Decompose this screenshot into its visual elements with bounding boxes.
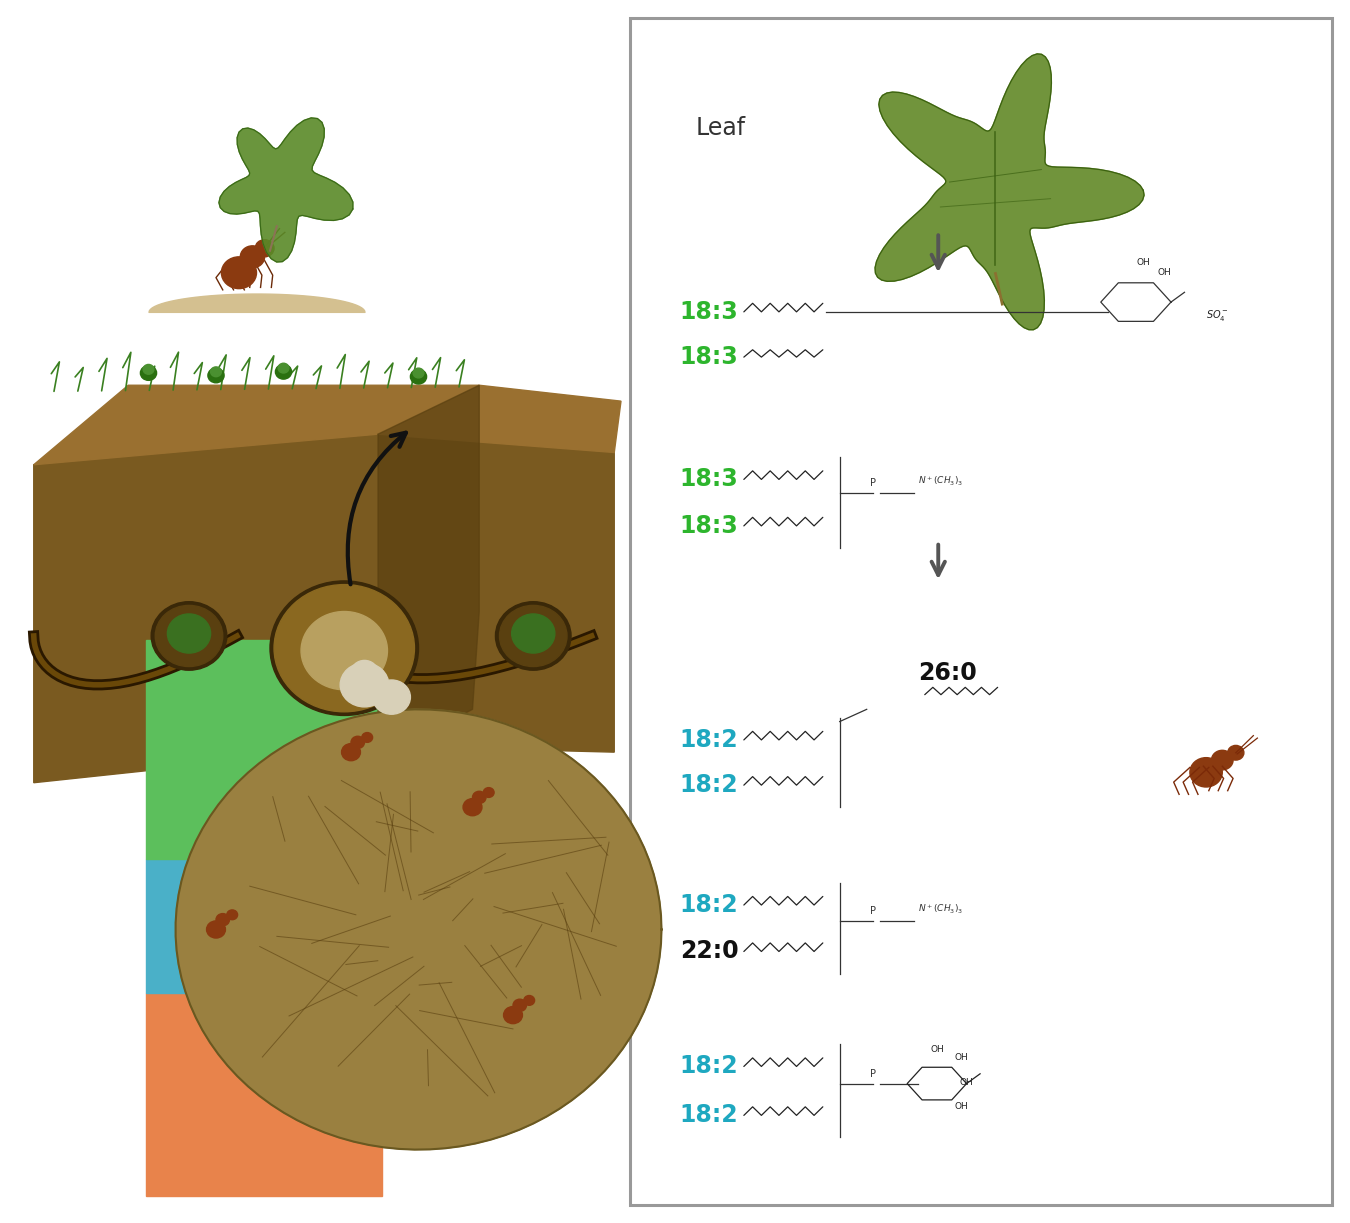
Circle shape bbox=[524, 996, 535, 1005]
Circle shape bbox=[155, 605, 223, 667]
Polygon shape bbox=[378, 385, 621, 453]
Text: 18:2: 18:2 bbox=[680, 1054, 738, 1079]
Polygon shape bbox=[875, 54, 1143, 330]
Bar bbox=[146, 860, 382, 993]
Text: OH: OH bbox=[1137, 258, 1150, 268]
Text: 18:3: 18:3 bbox=[679, 300, 738, 324]
Text: 26:0: 26:0 bbox=[918, 660, 977, 685]
Text: 18:3: 18:3 bbox=[679, 345, 738, 369]
Text: OH: OH bbox=[960, 1077, 973, 1087]
Circle shape bbox=[143, 364, 154, 374]
Circle shape bbox=[340, 663, 389, 707]
Circle shape bbox=[342, 744, 360, 761]
Text: 18:3: 18:3 bbox=[679, 514, 738, 538]
Circle shape bbox=[410, 369, 427, 384]
Circle shape bbox=[255, 240, 274, 257]
Circle shape bbox=[513, 999, 526, 1011]
Circle shape bbox=[351, 660, 378, 685]
Polygon shape bbox=[875, 54, 1143, 330]
Circle shape bbox=[413, 368, 424, 378]
Text: P: P bbox=[871, 906, 876, 916]
Text: 22:0: 22:0 bbox=[680, 939, 738, 964]
Circle shape bbox=[140, 366, 157, 380]
Text: P: P bbox=[871, 478, 876, 488]
Polygon shape bbox=[34, 434, 378, 783]
Circle shape bbox=[495, 602, 571, 670]
Text: OH: OH bbox=[1157, 268, 1170, 278]
Text: 18:2: 18:2 bbox=[680, 728, 738, 752]
Text: Leaf: Leaf bbox=[695, 116, 745, 141]
Text: 18:2: 18:2 bbox=[680, 1103, 738, 1128]
Text: $N^+(CH_3)_3$: $N^+(CH_3)_3$ bbox=[918, 475, 964, 488]
Text: 18:2: 18:2 bbox=[680, 773, 738, 797]
Bar bbox=[146, 640, 382, 860]
Circle shape bbox=[472, 791, 486, 804]
Circle shape bbox=[463, 799, 482, 816]
Circle shape bbox=[1211, 750, 1233, 770]
Circle shape bbox=[1227, 745, 1243, 759]
Text: 18:2: 18:2 bbox=[680, 893, 738, 917]
Circle shape bbox=[500, 605, 567, 667]
Circle shape bbox=[512, 614, 555, 653]
Circle shape bbox=[167, 614, 211, 653]
Text: OH: OH bbox=[954, 1102, 968, 1112]
Circle shape bbox=[278, 363, 289, 373]
Circle shape bbox=[1189, 757, 1222, 788]
Circle shape bbox=[221, 257, 256, 289]
Polygon shape bbox=[34, 385, 479, 465]
Text: OH: OH bbox=[930, 1044, 944, 1054]
Circle shape bbox=[483, 788, 494, 797]
Circle shape bbox=[301, 612, 387, 690]
Circle shape bbox=[275, 364, 292, 379]
Circle shape bbox=[351, 736, 364, 748]
Polygon shape bbox=[176, 709, 662, 1150]
Text: P: P bbox=[871, 1069, 876, 1079]
Circle shape bbox=[216, 914, 230, 926]
Circle shape bbox=[207, 921, 225, 938]
Circle shape bbox=[270, 581, 418, 715]
Bar bbox=[630, 18, 1332, 1205]
Circle shape bbox=[362, 733, 373, 742]
Circle shape bbox=[274, 585, 414, 712]
Bar bbox=[146, 993, 382, 1196]
Polygon shape bbox=[219, 117, 352, 262]
Circle shape bbox=[211, 367, 221, 377]
Text: $N^+(CH_3)_3$: $N^+(CH_3)_3$ bbox=[918, 903, 964, 916]
Circle shape bbox=[373, 680, 410, 714]
Circle shape bbox=[151, 602, 227, 670]
Text: OH: OH bbox=[954, 1053, 968, 1063]
Polygon shape bbox=[378, 385, 479, 758]
Text: $SO_4^-$: $SO_4^-$ bbox=[1206, 308, 1228, 323]
Polygon shape bbox=[378, 434, 614, 752]
Text: 18:3: 18:3 bbox=[679, 467, 738, 492]
Circle shape bbox=[227, 910, 238, 920]
Circle shape bbox=[208, 368, 224, 383]
Circle shape bbox=[504, 1007, 522, 1024]
Bar bbox=[0, 0, 630, 1223]
Circle shape bbox=[240, 246, 265, 268]
